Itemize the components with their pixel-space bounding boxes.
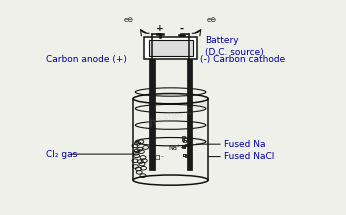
Text: Battery
(D.C. source): Battery (D.C. source) <box>206 37 264 57</box>
Bar <box>183 154 186 156</box>
Text: Carbon anode (+): Carbon anode (+) <box>46 55 127 64</box>
Text: e⊖: e⊖ <box>206 17 217 23</box>
Text: shaalaa.com: shaalaa.com <box>144 100 210 130</box>
Bar <box>182 146 185 148</box>
Text: (-) Carbon cathode: (-) Carbon cathode <box>200 55 285 64</box>
Text: +: + <box>156 24 164 33</box>
Bar <box>185 144 188 146</box>
Bar <box>182 139 184 141</box>
Text: -: - <box>179 24 183 34</box>
Bar <box>182 136 185 138</box>
Text: Cl₂ gas: Cl₂ gas <box>46 150 77 159</box>
Bar <box>149 59 155 170</box>
Bar <box>182 145 185 147</box>
Text: Fused Na: Fused Na <box>224 140 266 149</box>
Bar <box>144 37 198 59</box>
Bar <box>183 154 185 156</box>
Bar <box>183 140 186 142</box>
Bar <box>185 155 188 157</box>
Text: Fused NaCl: Fused NaCl <box>224 152 275 161</box>
Text: Na⁺→: Na⁺→ <box>168 145 186 151</box>
Text: Cl⁻: Cl⁻ <box>155 155 165 161</box>
Bar <box>184 138 186 140</box>
Bar <box>149 40 193 56</box>
Text: e⊖: e⊖ <box>124 17 134 23</box>
Bar <box>187 59 192 170</box>
